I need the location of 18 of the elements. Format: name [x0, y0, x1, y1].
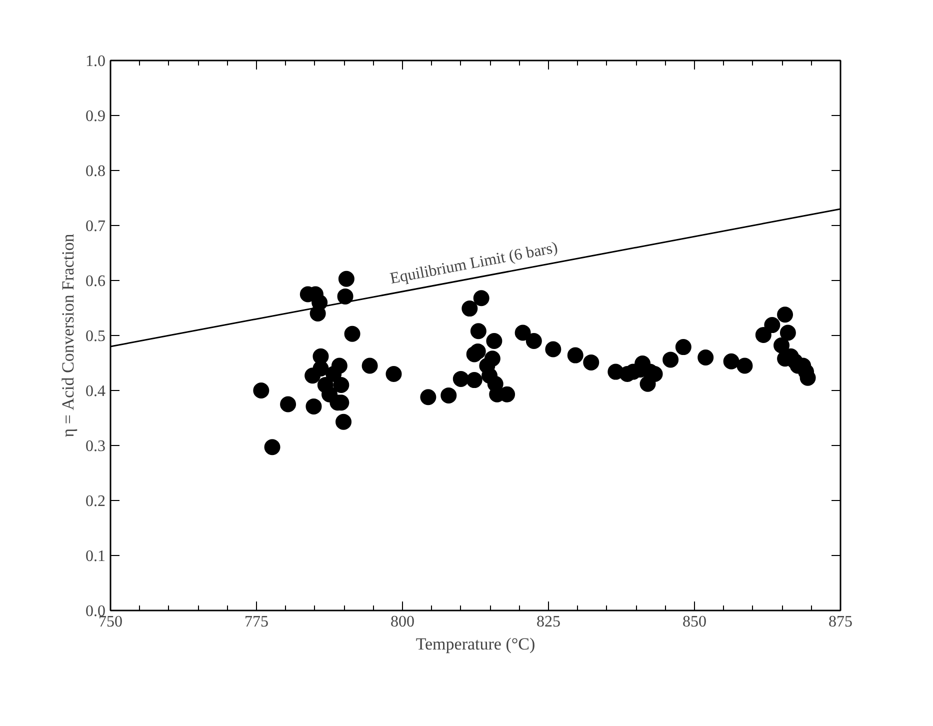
y-tick-label: 0.4	[86, 383, 106, 400]
x-tick-label: 775	[244, 614, 268, 630]
y-tick-label: 0.7	[86, 218, 106, 235]
y-tick-label: 0.1	[86, 548, 106, 565]
x-axis-title: Temperature (°C)	[416, 634, 536, 654]
y-tick-label: 0.9	[86, 108, 106, 125]
y-axis-title: η = Acid Conversion Fraction	[58, 233, 78, 438]
x-tick-label: 800	[390, 614, 414, 630]
x-tick-label: 825	[536, 614, 560, 630]
x-tick-label: 850	[682, 614, 706, 630]
y-tick-label: 0.6	[86, 273, 106, 290]
y-tick-label: 0.2	[86, 493, 106, 510]
y-tick-label: 0.8	[86, 163, 106, 180]
annotation: Equilibrium Limit (6 bars)	[388, 239, 560, 288]
y-tick-label: 0.5	[86, 328, 106, 345]
y-tick-label: 0.3	[86, 438, 106, 455]
y-tick-label: 1.0	[86, 53, 106, 70]
x-tick-label: 875	[828, 614, 852, 630]
